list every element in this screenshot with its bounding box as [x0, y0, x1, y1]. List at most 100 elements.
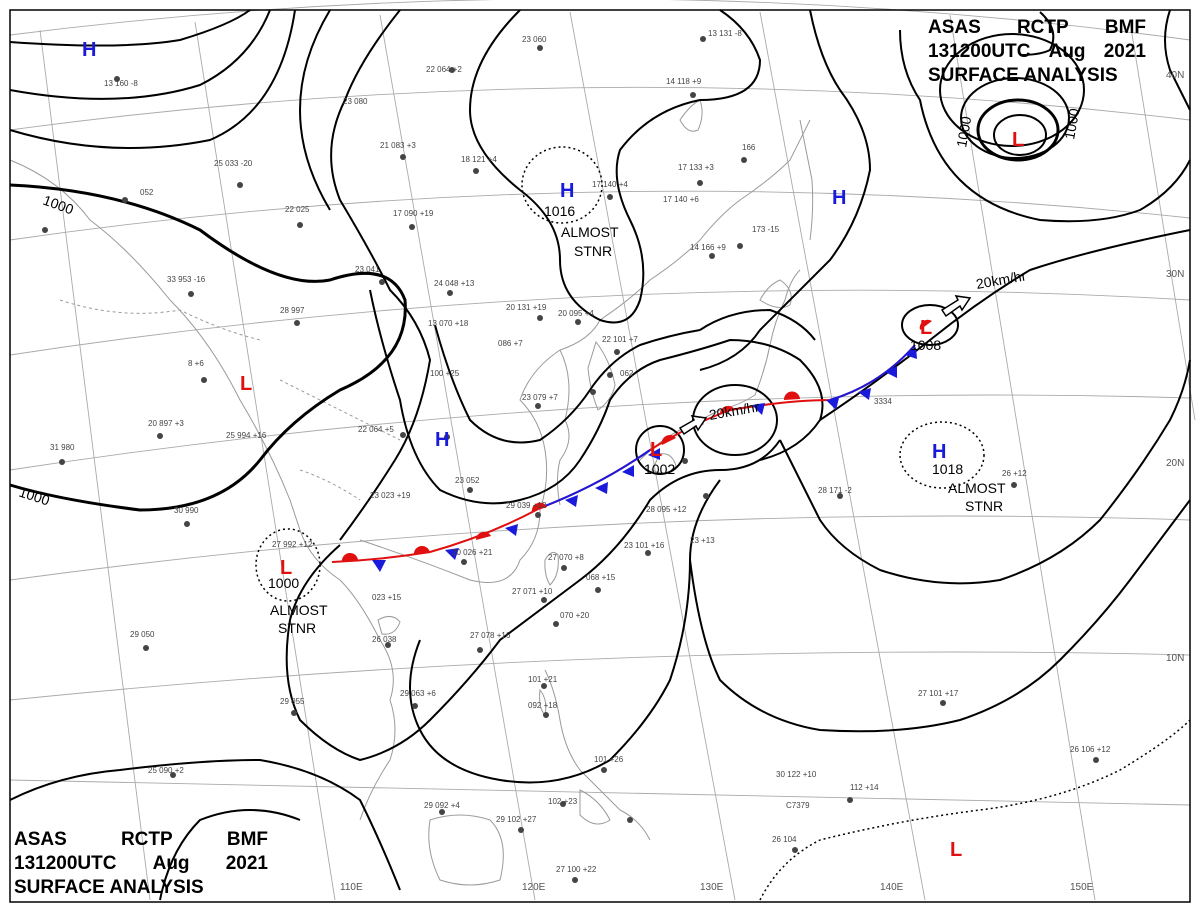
station-reading: 17 133 +3	[678, 163, 714, 172]
lon-label: 120E	[522, 882, 546, 893]
lon-label: 130E	[700, 882, 724, 893]
high-center-label: H	[932, 441, 946, 463]
station-reading: 20 026 +21	[452, 548, 493, 557]
station-reading: 28 997	[280, 306, 305, 315]
isobar-label: 1000	[953, 115, 974, 149]
low-center-label: L	[950, 839, 962, 861]
coastlines	[9, 99, 814, 886]
high-center-value: 1016	[544, 203, 575, 219]
stnr-label-north: STNR	[574, 243, 612, 259]
station-reading: 27 992 +12	[272, 540, 313, 549]
office-label: BMF	[226, 829, 268, 850]
station-reading: 22 064 +5	[358, 425, 394, 434]
lat-label: 40N	[1166, 70, 1184, 81]
station-reading: 13 131 -8	[708, 29, 742, 38]
product-name: SURFACE ANALYSIS	[928, 65, 1118, 86]
station-reading: 26 104	[772, 835, 797, 844]
station-reading: 166	[742, 143, 756, 152]
station-reading: 20 095 +4	[558, 309, 594, 318]
product-name: SURFACE ANALYSIS	[14, 877, 204, 898]
station-reading: 23 041	[355, 265, 380, 274]
low-center-value: 1000	[268, 575, 299, 591]
station-reading: 17 090 +19	[393, 209, 434, 218]
station-reading: 068 +15	[586, 573, 616, 582]
station-reading: 8 +6	[188, 359, 204, 368]
station-reading: 29 039 +12	[506, 501, 547, 510]
isobars	[9, 9, 1191, 901]
station-reading: C7379	[786, 801, 810, 810]
station-reading: 17 140 +6	[663, 195, 699, 204]
office-label: BMF	[1104, 17, 1146, 38]
station-reading: 27 078 +16	[470, 631, 511, 640]
station-reading: 173 -15	[752, 225, 780, 234]
station-reading: 33 953 -16	[167, 275, 206, 284]
title-block-bottom-left: ASAS RCTP BMF 131200UTC Aug 2021 SURFACE…	[14, 828, 268, 900]
station-reading: 23 +13	[690, 536, 715, 545]
station-reading: 14 166 +9	[690, 243, 726, 252]
station-label: RCTP	[120, 829, 173, 850]
low-center-label: L	[1012, 129, 1024, 151]
station-reading: 18 121 +4	[461, 155, 497, 164]
dotted-contours	[255, 146, 1191, 901]
station-reading: 29 063 +6	[400, 689, 436, 698]
station-reading: 086 +7	[498, 339, 523, 348]
stnr-label-north: ALMOST	[561, 224, 619, 240]
station-reading: 22 064 +2	[426, 65, 462, 74]
stnr-label-east: STNR	[965, 498, 1003, 514]
high-center-label: H	[435, 429, 449, 451]
stnr-label-west: STNR	[278, 620, 316, 636]
agency-label: ASAS	[14, 829, 67, 850]
stationary-front	[331, 319, 932, 572]
map-frame	[9, 9, 1191, 903]
station-reading: 26 106 +12	[1070, 745, 1111, 754]
station-reading: 101 +21	[528, 675, 558, 684]
lon-label: 140E	[880, 882, 904, 893]
station-reading: 26 +12	[1002, 469, 1027, 478]
title-block-top-right: ASAS RCTP BMF 131200UTC Aug 2021 SURFACE…	[928, 16, 1146, 88]
station-reading: 25 994 +16	[226, 431, 267, 440]
station-reading: 100 +25	[430, 369, 460, 378]
high-center-value: 1018	[932, 461, 963, 477]
station-reading: 23 080	[343, 97, 368, 106]
station-reading: 070 +20	[560, 611, 590, 620]
stnr-label-east: ALMOST	[948, 480, 1006, 496]
high-center-label: H	[832, 187, 846, 209]
station-reading: 30 990	[174, 506, 199, 515]
station-reading: 30 122 +10	[776, 770, 817, 779]
station-reading: 21 083 +3	[380, 141, 416, 150]
station-reading: 102 +23	[548, 797, 578, 806]
station-reading: 27 101 +17	[918, 689, 959, 698]
analysis-month: Aug	[1048, 41, 1086, 62]
station-reading: 25 090 +2	[148, 766, 184, 775]
station-reading: 25 033 -20	[214, 159, 253, 168]
motion-arrows	[678, 295, 972, 436]
station-reading: 112 +14	[850, 783, 879, 792]
station-reading: 23 052	[455, 476, 480, 485]
station-reading: 23 079 +7	[522, 393, 558, 402]
motion-arrow-east	[940, 295, 972, 318]
station-reading: 20 131 +19	[506, 303, 547, 312]
station-label: RCTP	[1016, 17, 1069, 38]
analysis-year: 2021	[1103, 41, 1146, 62]
station-reading: 27 071 +10	[512, 587, 553, 596]
lat-label: 10N	[1166, 653, 1184, 664]
station-reading: 28 171 -2	[818, 486, 852, 495]
low-center-value: 1002	[644, 461, 675, 477]
station-reading: 092 +18	[528, 701, 558, 710]
low-center-label: L	[650, 439, 662, 461]
station-reading: 27 070 +8	[548, 553, 584, 562]
station-readings: 13 160 -8 23 060 22 064 +2 13 131 -8 23 …	[50, 29, 1111, 874]
coordinate-labels: 110E 120E 130E 140E 150E 40N 30N 20N 10N	[340, 70, 1184, 893]
stnr-label-west: ALMOST	[270, 602, 328, 618]
analysis-time: 131200UTC	[928, 41, 1031, 62]
station-reading: 31 980	[50, 443, 75, 452]
pressure-centers: H H H H 1016 H 1018 L L L 1008 L 1000 L …	[82, 39, 1024, 861]
station-reading: 23 101 +16	[624, 541, 665, 550]
lat-label: 20N	[1166, 458, 1184, 469]
low-center-label: L	[280, 557, 292, 579]
lon-label: 150E	[1070, 882, 1094, 893]
station-reading: 101 +26	[594, 755, 624, 764]
station-reading: 29 050	[130, 630, 155, 639]
station-reading: 13 160 -8	[104, 79, 138, 88]
station-reading: 22 025	[285, 205, 310, 214]
